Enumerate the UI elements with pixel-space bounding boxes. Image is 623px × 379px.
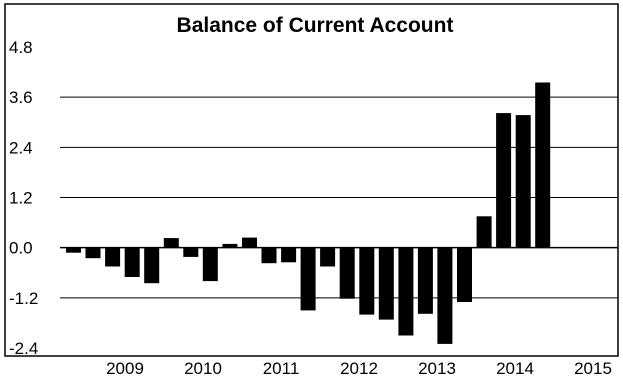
bar — [300, 247, 316, 311]
bar — [476, 216, 492, 248]
x-tick-label: 2015 — [574, 359, 612, 378]
y-tick-label: 2.4 — [9, 138, 33, 157]
x-tick-label: 2009 — [106, 359, 144, 378]
bar — [163, 238, 179, 248]
bar — [398, 247, 414, 336]
y-tick-label: 3.6 — [9, 88, 33, 107]
bar — [281, 247, 297, 263]
y-tick-label: 4.8 — [9, 38, 33, 57]
x-tick-label: 2012 — [340, 359, 378, 378]
bar — [242, 237, 257, 248]
y-tick-label: 1.2 — [9, 189, 33, 208]
y-tick-label: -1.2 — [9, 289, 38, 308]
bar — [496, 113, 512, 248]
bar — [457, 247, 472, 302]
plot-frame — [4, 3, 619, 357]
bar — [535, 82, 551, 248]
bar — [85, 247, 101, 259]
grid — [60, 96, 618, 299]
x-tick-label: 2013 — [418, 359, 456, 378]
bar — [202, 247, 218, 282]
x-tick-label: 2011 — [263, 359, 300, 378]
y-tick-label: 0.0 — [9, 239, 33, 258]
bar — [437, 247, 453, 344]
x-tick-label: 2014 — [496, 359, 534, 378]
bar — [339, 247, 355, 299]
y-tick-label: -2.4 — [9, 339, 38, 358]
y-axis-ticks: 4.8 3.6 2.4 1.2 0.0 -1.2 -2.4 — [9, 38, 38, 358]
bar — [105, 247, 121, 267]
bar — [359, 247, 375, 315]
bar — [515, 115, 531, 248]
bar — [417, 247, 433, 314]
chart-title: Balance of Current Account — [177, 14, 454, 37]
bar — [378, 247, 394, 320]
x-axis-ticks: 2009 2010 2011 2012 2013 2014 2015 — [106, 359, 612, 378]
bar — [261, 247, 277, 264]
bar — [124, 247, 140, 277]
bar — [183, 247, 199, 257]
bar — [320, 247, 336, 267]
x-tick-label: 2010 — [184, 359, 222, 378]
bar — [144, 247, 160, 284]
bars — [66, 82, 551, 344]
bar — [222, 243, 238, 248]
bar — [66, 247, 81, 253]
